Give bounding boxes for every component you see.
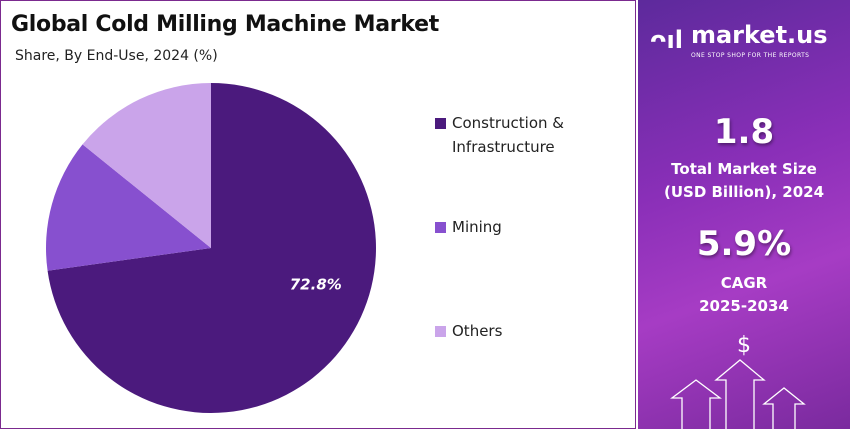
market-size-value: 1.8 (713, 112, 775, 152)
cagr-value: 5.9% (696, 224, 792, 264)
brand-logo: ᴖıl market.us ONE STOP SHOP FOR THE REPO… (650, 20, 828, 60)
data-label: 72.8% (290, 275, 342, 293)
chart-title: Global Cold Milling Machine Market (11, 12, 439, 37)
pie-slice-construction (47, 83, 377, 413)
legend-item-construction: Construction & Infrastructure (435, 111, 564, 159)
brand-name: market.us (690, 21, 828, 49)
pie-chart: 72.8% (46, 83, 377, 413)
legend-item-mining: Mining (435, 215, 502, 239)
legend-item-others: Others (435, 319, 502, 343)
legend-label: Others (452, 322, 503, 340)
cagr-period: 2025-2034 (699, 297, 789, 315)
market-size-label: Total Market Size (671, 160, 817, 178)
legend-label: Mining (452, 218, 502, 236)
market-size-unit: (USD Billion), 2024 (663, 183, 825, 201)
brand-tagline: ONE STOP SHOP FOR THE REPORTS (690, 52, 810, 59)
pie-slice-mining (46, 144, 211, 271)
legend-swatch (435, 222, 446, 233)
growth-arrows-icon (670, 359, 806, 429)
summary-panel: ᴖıl market.us ONE STOP SHOP FOR THE REPO… (638, 0, 850, 429)
legend-swatch (435, 326, 446, 337)
logo-icon: ᴖıl (650, 26, 683, 54)
legend-label: Infrastructure (452, 138, 555, 156)
chart-panel: Global Cold Milling Machine Market Share… (0, 0, 636, 429)
chart-subtitle: Share, By End-Use, 2024 (%) (15, 48, 218, 64)
cagr-label: CAGR (720, 274, 768, 292)
legend-label: Construction & (452, 114, 564, 132)
dollar-icon: $ (737, 333, 751, 358)
legend-swatch (435, 118, 446, 129)
pie-slice-others (82, 83, 212, 248)
